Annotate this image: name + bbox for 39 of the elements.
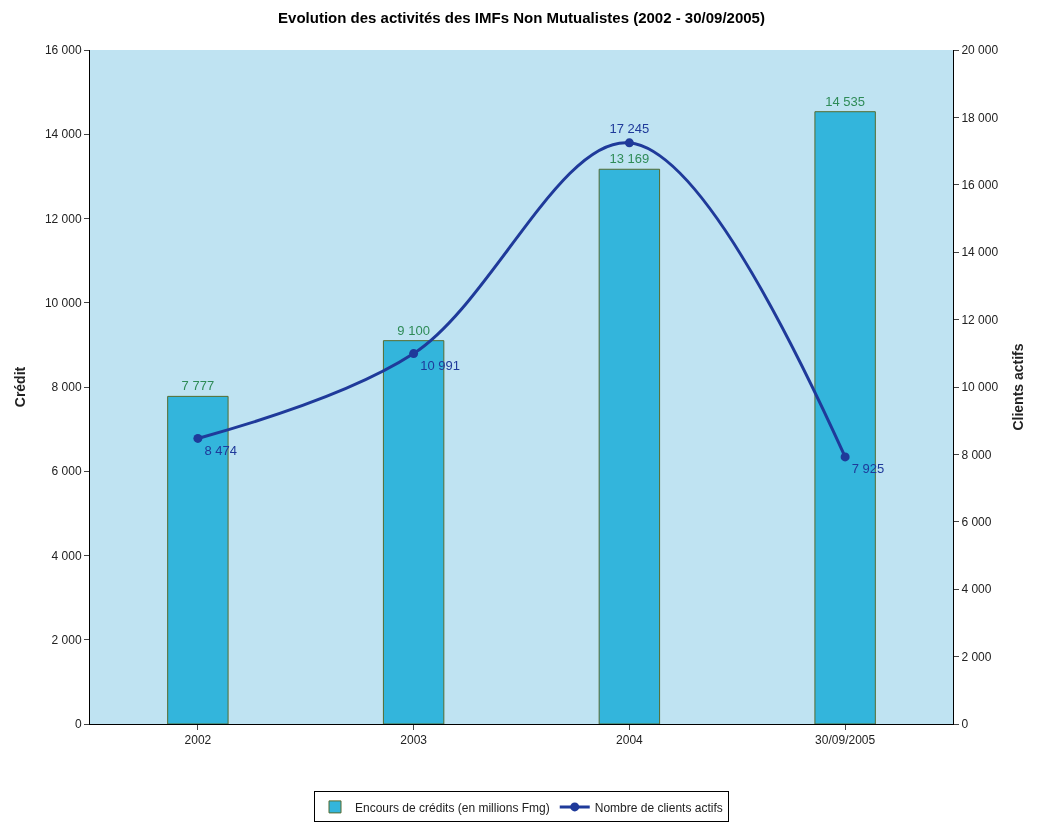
y-tick-label: 6 000: [51, 464, 82, 479]
y-tick-label: 10 000: [44, 295, 82, 310]
y2-tick-label: 18 000: [961, 110, 999, 125]
y-tick-label: 8 000: [51, 380, 82, 395]
x-tick-label: 2003: [400, 733, 428, 748]
point: [193, 433, 203, 443]
y2-tick-label: 20 000: [961, 43, 999, 58]
y2-tick-label: 0: [961, 717, 969, 732]
data-label: 13 169: [609, 151, 650, 167]
y-axis-title: Crédit: [12, 366, 29, 408]
legend-label: Nombre de clients actifs: [594, 800, 723, 815]
point: [840, 452, 850, 462]
y-tick-label: 12 000: [44, 211, 82, 226]
y2-tick-label: 8 000: [961, 447, 992, 462]
y2-tick-label: 14 000: [961, 245, 999, 260]
y2-tick-label: 2 000: [961, 649, 992, 664]
point: [409, 349, 419, 359]
data-label: 9 100: [397, 322, 430, 338]
legend-label: Encours de crédits (en millions Fmg): [355, 800, 550, 815]
y2-tick-label: 4 000: [961, 582, 992, 597]
x-tick-label: 2004: [616, 733, 644, 748]
x-tick-label: 2002: [184, 733, 212, 748]
bar: [598, 168, 661, 724]
y2-tick-label: 10 000: [961, 380, 999, 395]
y2-tick-label: 16 000: [961, 178, 999, 192]
y-tick-label: 14 000: [44, 127, 82, 142]
point: [624, 138, 634, 148]
data-label: 7 777: [181, 378, 215, 394]
y-tick-label: 4 000: [51, 548, 82, 563]
y-tick-label: 16 000: [44, 43, 82, 58]
y2-axis-title: Clients actifs: [1009, 343, 1026, 431]
chart-title: Evolution des activités des IMFs Non Mutualistes (2002 - 30/09/2005): [278, 9, 765, 27]
data-label: 17 245: [609, 120, 650, 136]
y-tick-label: 0: [74, 717, 82, 732]
data-label: 14 535: [825, 93, 866, 109]
y2-tick-label: 12 000: [961, 312, 999, 327]
y2-tick-label: 6 000: [961, 515, 992, 529]
x-tick-label: 30/09/2005: [815, 733, 876, 748]
y-tick-label: 2 000: [51, 632, 82, 647]
